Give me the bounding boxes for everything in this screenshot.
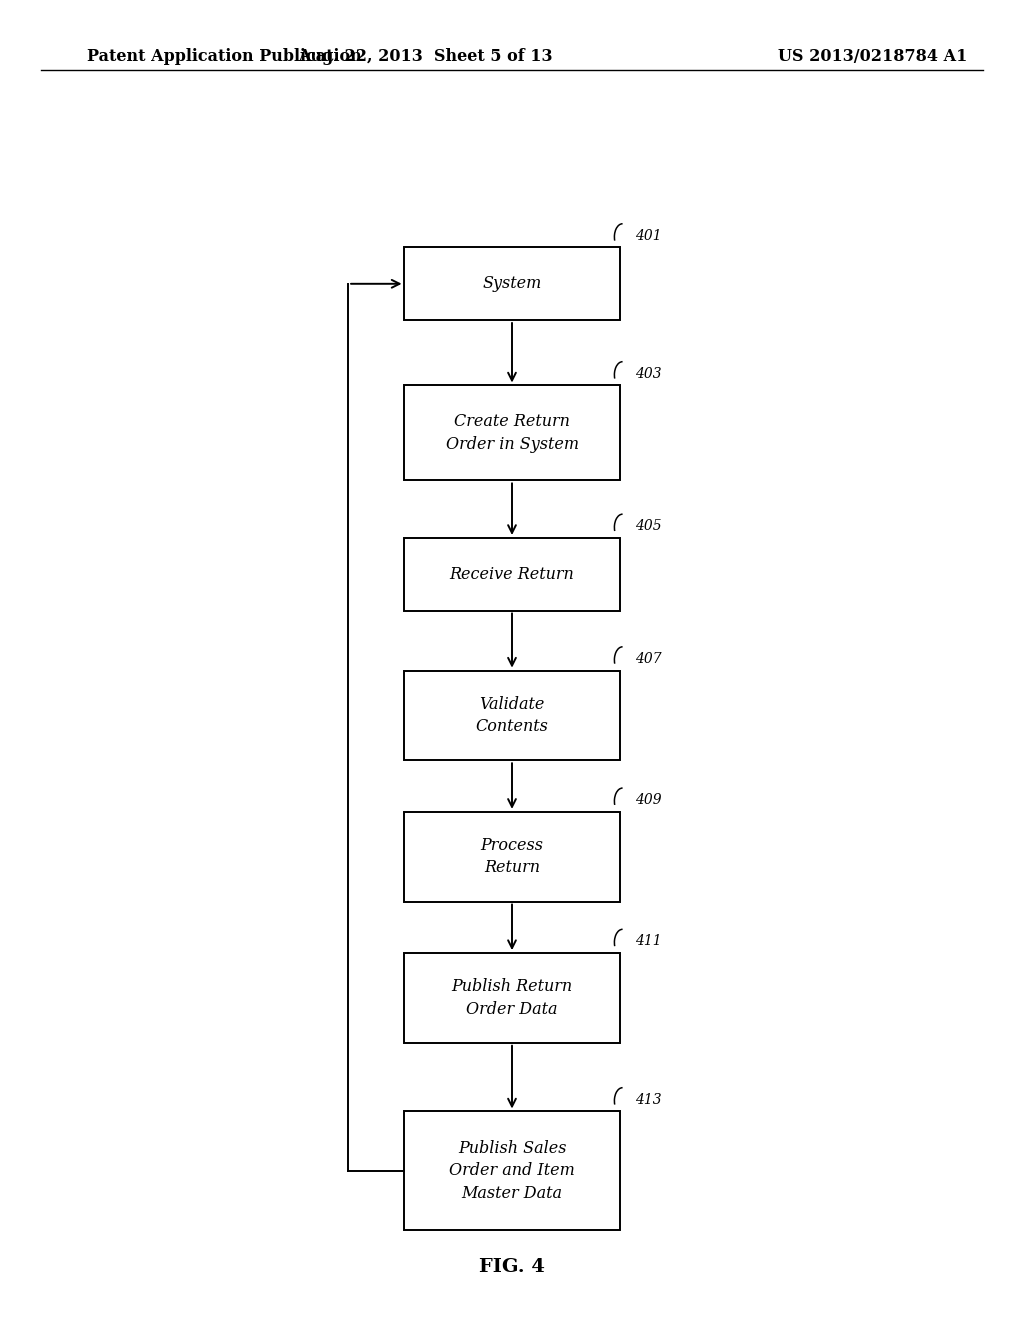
Text: 409: 409 bbox=[635, 793, 662, 807]
Text: 405: 405 bbox=[635, 519, 662, 533]
Text: 401: 401 bbox=[635, 228, 662, 243]
Text: FIG. 4: FIG. 4 bbox=[479, 1258, 545, 1276]
FancyBboxPatch shape bbox=[404, 1111, 620, 1230]
FancyBboxPatch shape bbox=[404, 247, 620, 319]
Text: 403: 403 bbox=[635, 367, 662, 380]
Text: US 2013/0218784 A1: US 2013/0218784 A1 bbox=[778, 49, 968, 65]
Text: Process
Return: Process Return bbox=[480, 837, 544, 876]
Text: Create Return
Order in System: Create Return Order in System bbox=[445, 413, 579, 453]
Text: Publish Return
Order Data: Publish Return Order Data bbox=[452, 978, 572, 1018]
FancyBboxPatch shape bbox=[404, 812, 620, 902]
FancyBboxPatch shape bbox=[404, 539, 620, 610]
Text: Receive Return: Receive Return bbox=[450, 566, 574, 582]
FancyBboxPatch shape bbox=[404, 385, 620, 480]
Text: 413: 413 bbox=[635, 1093, 662, 1106]
Text: Aug. 22, 2013  Sheet 5 of 13: Aug. 22, 2013 Sheet 5 of 13 bbox=[298, 49, 552, 65]
FancyBboxPatch shape bbox=[404, 953, 620, 1043]
Text: 407: 407 bbox=[635, 652, 662, 665]
Text: System: System bbox=[482, 276, 542, 292]
FancyBboxPatch shape bbox=[404, 671, 620, 760]
Text: Validate
Contents: Validate Contents bbox=[475, 696, 549, 735]
Text: Publish Sales
Order and Item
Master Data: Publish Sales Order and Item Master Data bbox=[450, 1140, 574, 1201]
Text: Patent Application Publication: Patent Application Publication bbox=[87, 49, 361, 65]
Text: 411: 411 bbox=[635, 935, 662, 948]
